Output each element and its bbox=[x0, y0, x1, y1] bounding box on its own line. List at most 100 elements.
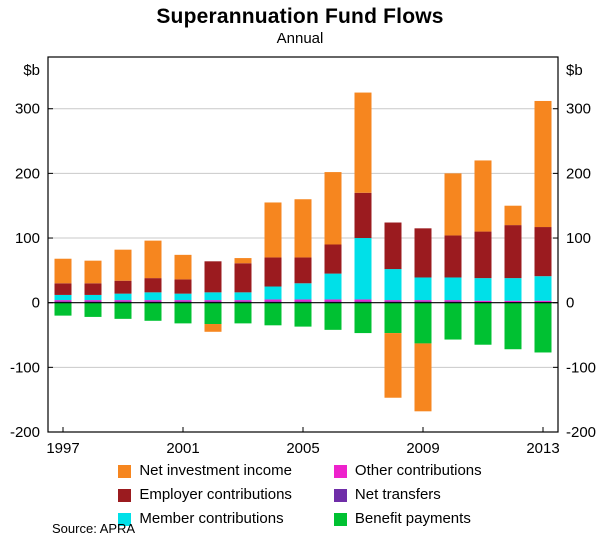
bar-segment-employer_contributions-2003 bbox=[234, 263, 252, 293]
y-tick-label-right: 200 bbox=[566, 165, 591, 182]
bar-segment-other_contributions-2010 bbox=[444, 300, 462, 302]
bar-segment-net_transfers-2009 bbox=[414, 301, 432, 303]
bar-segment-net_transfers-1999 bbox=[114, 301, 132, 303]
other-contributions-swatch-icon bbox=[333, 464, 347, 478]
bar-segment-other_contributions-2007 bbox=[354, 299, 372, 302]
bar-segment-net_investment_income-2004 bbox=[264, 202, 282, 258]
bar-segment-benefit_payments-2010 bbox=[444, 302, 462, 340]
x-tick-label: 2001 bbox=[166, 440, 199, 457]
bar-segment-net_investment_income-2007 bbox=[354, 92, 372, 193]
bar-segment-net_investment_income-2010 bbox=[444, 173, 462, 236]
bar-segment-net_investment_income-2008 bbox=[384, 333, 402, 398]
bar-segment-benefit_payments-1997 bbox=[54, 302, 72, 316]
bar-segment-employer_contributions-2012 bbox=[504, 225, 522, 279]
legend-item-benefit-payments: Benefit payments bbox=[333, 509, 482, 529]
bar-segment-benefit_payments-2001 bbox=[174, 302, 192, 324]
bar-segment-employer_contributions-2000 bbox=[144, 278, 162, 293]
bar-segment-benefit_payments-2003 bbox=[234, 302, 252, 324]
bar-segment-other_contributions-2006 bbox=[324, 299, 342, 302]
bar-segment-employer_contributions-2011 bbox=[474, 231, 492, 279]
y-tick-label-left: -200 bbox=[10, 424, 40, 441]
bar-segment-benefit_payments-2005 bbox=[294, 302, 312, 327]
bar-segment-benefit_payments-1998 bbox=[84, 302, 102, 317]
bar-segment-other_contributions-2013 bbox=[534, 300, 552, 303]
legend-item-other-contributions: Other contributions bbox=[333, 461, 482, 481]
x-tick-label: 2013 bbox=[526, 440, 559, 457]
bar-segment-other_contributions-2008 bbox=[384, 300, 402, 302]
bar-segment-member_contributions-2006 bbox=[324, 273, 342, 300]
bar-segment-other_contributions-1999 bbox=[114, 300, 132, 302]
bar-segment-employer_contributions-1999 bbox=[114, 280, 132, 294]
bar-segment-benefit_payments-1999 bbox=[114, 302, 132, 319]
bar-segment-benefit_payments-2006 bbox=[324, 302, 342, 330]
bar-segment-net_transfers-2001 bbox=[174, 301, 192, 303]
bar-segment-net_transfers-2010 bbox=[444, 301, 462, 303]
bar-segment-benefit_payments-2009 bbox=[414, 302, 432, 344]
bar-segment-member_contributions-1997 bbox=[54, 294, 72, 301]
bar-segment-other_contributions-1998 bbox=[84, 300, 102, 302]
legend-item-member-contributions: Member contributions bbox=[118, 509, 292, 529]
x-tick-label: 2009 bbox=[406, 440, 439, 457]
bar-segment-employer_contributions-2009 bbox=[414, 228, 432, 278]
bar-segment-member_contributions-2002 bbox=[204, 292, 222, 301]
bar-segment-other_contributions-2001 bbox=[174, 300, 192, 302]
axis-unit-right: $b bbox=[566, 62, 583, 79]
bar-segment-net_transfers-2004 bbox=[264, 301, 282, 303]
bar-segment-other_contributions-2012 bbox=[504, 300, 522, 303]
y-tick-label-left: 100 bbox=[15, 230, 40, 247]
bar-segment-net_investment_income-2002 bbox=[204, 324, 222, 332]
bar-segment-net_transfers-2008 bbox=[384, 301, 402, 303]
bar-segment-net_investment_income-2003 bbox=[234, 258, 252, 264]
y-tick-label-right: 0 bbox=[566, 295, 574, 312]
bar-segment-employer_contributions-2005 bbox=[294, 257, 312, 284]
bar-segment-member_contributions-2013 bbox=[534, 276, 552, 301]
bar-segment-benefit_payments-2011 bbox=[474, 302, 492, 345]
bar-segment-member_contributions-1999 bbox=[114, 293, 132, 301]
bar-segment-net_transfers-2007 bbox=[354, 301, 372, 303]
member-contributions-swatch-icon bbox=[118, 512, 132, 526]
chart-area: -200 -200 -100 -100 0 0 100 100 200 200 300 300 $b $b… bbox=[0, 47, 600, 459]
net-investment-income-swatch-icon bbox=[118, 464, 132, 478]
legend-label: Member contributions bbox=[139, 510, 284, 527]
y-tick-label-right: -100 bbox=[566, 359, 596, 376]
bar-segment-net_transfers-2006 bbox=[324, 301, 342, 303]
bar-segment-net_transfers-2002 bbox=[204, 301, 222, 303]
source-note: Source: APRA bbox=[52, 521, 136, 536]
bar-segment-employer_contributions-2007 bbox=[354, 192, 372, 239]
bar-segment-other_contributions-2005 bbox=[294, 299, 312, 302]
y-tick-label-left: 0 bbox=[32, 295, 40, 312]
y-tick-label-left: 300 bbox=[15, 101, 40, 118]
legend-item-net-investment-income: Net investment income bbox=[118, 461, 292, 481]
bar-segment-other_contributions-2011 bbox=[474, 300, 492, 303]
legend-label: Employer contributions bbox=[139, 486, 292, 503]
bar-segment-benefit_payments-2012 bbox=[504, 302, 522, 350]
bar-segment-net_investment_income-2005 bbox=[294, 199, 312, 258]
legend-label: Benefit payments bbox=[354, 510, 471, 527]
bar-segment-employer_contributions-2008 bbox=[384, 222, 402, 270]
bar-segment-other_contributions-1997 bbox=[54, 300, 72, 302]
bar-segment-net_transfers-2005 bbox=[294, 301, 312, 303]
bar-segment-benefit_payments-2004 bbox=[264, 302, 282, 326]
bar-segment-other_contributions-2003 bbox=[234, 300, 252, 302]
bar-segment-net_transfers-2003 bbox=[234, 301, 252, 303]
net-transfers-swatch-icon bbox=[333, 488, 347, 502]
bar-segment-member_contributions-2004 bbox=[264, 286, 282, 300]
benefit-payments-swatch-icon bbox=[333, 512, 347, 526]
bar-segment-other_contributions-2002 bbox=[204, 300, 222, 302]
legend: Net investment income Other contribution… bbox=[0, 461, 600, 529]
legend-label: Net investment income bbox=[139, 462, 292, 479]
bar-segment-net_investment_income-2009 bbox=[414, 343, 432, 412]
bar-segment-member_contributions-2009 bbox=[414, 277, 432, 301]
bar-segment-benefit_payments-2013 bbox=[534, 302, 552, 353]
bar-segment-net_transfers-2000 bbox=[144, 301, 162, 303]
y-tick-label-right: 300 bbox=[566, 101, 591, 118]
bar-segment-net_investment_income-1998 bbox=[84, 260, 102, 284]
bar-segment-employer_contributions-2013 bbox=[534, 227, 552, 277]
bar-segment-net_transfers-1998 bbox=[84, 301, 102, 303]
bar-segment-member_contributions-2001 bbox=[174, 293, 192, 301]
bar-segment-net_investment_income-2011 bbox=[474, 160, 492, 232]
axis-unit-left: $b bbox=[23, 62, 40, 79]
bar-segment-member_contributions-1998 bbox=[84, 294, 102, 301]
bar-segment-employer_contributions-1998 bbox=[84, 283, 102, 295]
bar-segment-net_transfers-1997 bbox=[54, 301, 72, 303]
